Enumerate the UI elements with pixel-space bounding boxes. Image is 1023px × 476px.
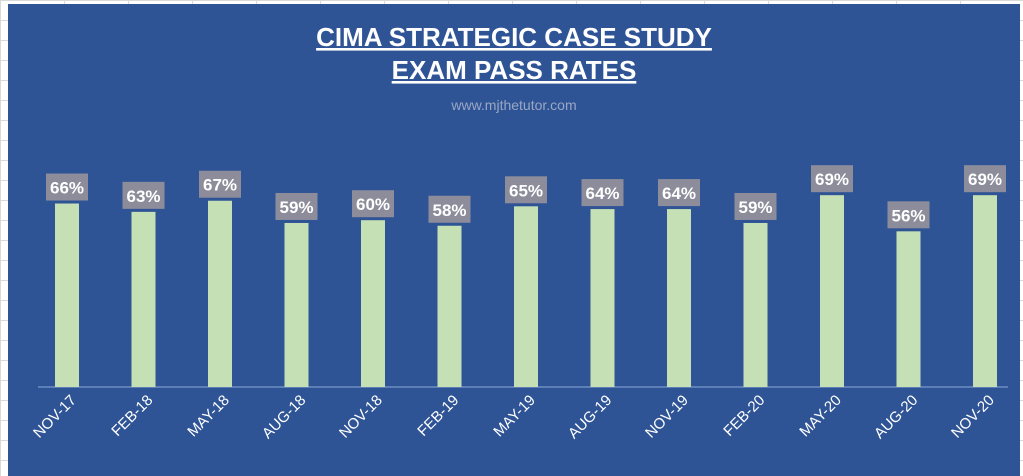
x-tick-labels-group: NOV-17 FEB-18 MAY-18 AUG-18 NOV-18 FEB-19 MAY-…	[30, 392, 998, 442]
data-label-box	[199, 170, 241, 198]
data-label: 59%	[279, 198, 313, 217]
bar-nov-18[interactable]	[361, 220, 385, 387]
bar-nov-20[interactable]	[973, 195, 997, 387]
data-label-box	[734, 192, 777, 220]
bar-aug-18[interactable]	[284, 222, 309, 387]
data-label: 64%	[662, 184, 696, 203]
data-label-box	[275, 192, 318, 220]
x-tick-label: NOV-18	[336, 392, 386, 442]
bar-may-19[interactable]	[514, 206, 538, 387]
data-labels-group: 66% 63% 67% 59% 60% 58% 65% 64% 64% 59% 69% 56% 69%	[46, 165, 1006, 229]
data-label: 58%	[432, 201, 466, 220]
bar-may-18[interactable]	[208, 200, 232, 387]
bar-feb-19[interactable]	[437, 225, 462, 387]
bar-chart: CIMA STRATEGIC CASE STUDY EXAM PASS RATE…	[30, 22, 1008, 442]
data-label: 66%	[50, 179, 84, 198]
data-label-box	[505, 176, 547, 204]
chart-title-line-1: CIMA STRATEGIC CASE STUDY	[316, 22, 712, 52]
x-tick-label: AUG-18	[259, 392, 309, 442]
data-label-box	[964, 165, 1006, 193]
data-label-box	[46, 173, 88, 201]
bar-aug-19[interactable]	[590, 209, 615, 387]
data-label: 65%	[509, 181, 543, 200]
x-tick-label: AUG-19	[565, 392, 615, 442]
data-label: 63%	[126, 187, 160, 206]
x-tick-label: NOV-17	[30, 392, 80, 442]
x-tick-label: MAY-19	[490, 392, 539, 441]
x-tick-label: FEB-18	[108, 392, 156, 440]
x-tick-label: AUG-20	[871, 392, 921, 442]
bar-feb-20[interactable]	[743, 222, 768, 387]
data-label: 60%	[356, 195, 390, 214]
chart-area[interactable]: CIMA STRATEGIC CASE STUDY EXAM PASS RATE…	[8, 4, 1020, 476]
data-label: 69%	[968, 170, 1002, 189]
data-label: 67%	[203, 176, 237, 195]
x-tick-label: FEB-20	[720, 392, 768, 440]
data-label: 69%	[815, 170, 849, 189]
chart-title-line-2: EXAM PASS RATES	[392, 55, 637, 85]
bar-may-20[interactable]	[820, 195, 844, 387]
bar-aug-20[interactable]	[896, 231, 921, 387]
bars-group	[55, 195, 997, 387]
data-label-box	[122, 181, 165, 209]
x-tick-label: MAY-18	[184, 392, 233, 441]
data-label-box	[887, 201, 930, 229]
chart-subtitle: www.mjthetutor.com	[450, 97, 576, 113]
x-tick-label: NOV-19	[642, 392, 692, 442]
bar-nov-19[interactable]	[667, 209, 691, 387]
data-label: 59%	[738, 198, 772, 217]
data-label-box	[811, 165, 853, 193]
data-label-box	[428, 195, 471, 223]
x-tick-label: FEB-19	[414, 392, 462, 440]
data-label-box	[658, 179, 700, 207]
data-label-box	[352, 190, 394, 218]
x-tick-label: NOV-20	[948, 392, 998, 442]
data-label: 64%	[585, 184, 619, 203]
data-label-box	[581, 179, 624, 207]
data-label: 56%	[891, 206, 925, 225]
bar-nov-17[interactable]	[55, 203, 79, 387]
x-tick-label: MAY-20	[796, 392, 845, 441]
bar-feb-18[interactable]	[131, 211, 156, 387]
